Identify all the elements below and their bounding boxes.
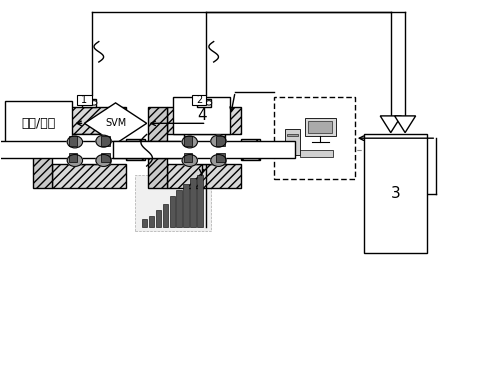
Bar bbox=[135, 175, 211, 231]
Bar bbox=[52, 164, 126, 188]
Bar bbox=[364, 135, 427, 253]
Bar bbox=[197, 99, 211, 107]
Bar bbox=[163, 204, 168, 228]
Text: 4: 4 bbox=[197, 109, 206, 123]
Bar bbox=[167, 164, 241, 188]
Bar bbox=[305, 118, 336, 137]
Bar bbox=[101, 153, 109, 162]
Bar bbox=[216, 153, 225, 162]
Bar bbox=[0, 141, 180, 158]
Bar bbox=[197, 175, 203, 228]
Bar bbox=[126, 139, 145, 160]
Bar bbox=[167, 107, 241, 135]
Bar bbox=[156, 210, 161, 228]
Circle shape bbox=[211, 154, 226, 166]
Circle shape bbox=[67, 154, 83, 166]
Text: 正常/偏斜: 正常/偏斜 bbox=[22, 117, 56, 130]
Bar bbox=[69, 137, 77, 145]
Bar bbox=[177, 190, 182, 228]
Bar bbox=[308, 121, 332, 134]
Bar bbox=[184, 137, 192, 145]
Polygon shape bbox=[84, 103, 147, 144]
Bar bbox=[101, 137, 109, 145]
Circle shape bbox=[96, 135, 111, 147]
Bar bbox=[184, 135, 225, 164]
Circle shape bbox=[182, 136, 197, 148]
Bar bbox=[183, 184, 189, 228]
Bar bbox=[286, 129, 300, 155]
Circle shape bbox=[67, 136, 83, 148]
Bar bbox=[169, 195, 175, 228]
Bar bbox=[216, 137, 225, 145]
Text: 1: 1 bbox=[82, 95, 87, 105]
Bar bbox=[287, 134, 299, 137]
Bar bbox=[190, 178, 196, 228]
Circle shape bbox=[182, 154, 197, 166]
Bar bbox=[77, 95, 92, 105]
Polygon shape bbox=[395, 116, 416, 133]
Bar bbox=[184, 153, 192, 162]
Bar bbox=[148, 107, 167, 188]
Bar bbox=[33, 107, 52, 188]
Bar bbox=[69, 153, 77, 162]
Bar bbox=[52, 107, 126, 135]
Text: SVM: SVM bbox=[105, 118, 126, 128]
Polygon shape bbox=[380, 116, 401, 133]
Text: 2: 2 bbox=[196, 95, 203, 105]
Bar bbox=[149, 216, 154, 228]
Bar bbox=[5, 101, 72, 145]
Circle shape bbox=[96, 154, 111, 166]
Bar bbox=[82, 99, 96, 107]
Circle shape bbox=[91, 101, 97, 105]
Bar bbox=[142, 219, 147, 228]
Circle shape bbox=[211, 135, 226, 147]
Bar bbox=[69, 135, 109, 164]
Text: 3: 3 bbox=[391, 186, 400, 201]
Bar bbox=[173, 97, 230, 135]
Bar bbox=[241, 139, 260, 160]
Bar bbox=[192, 95, 206, 105]
Bar bbox=[300, 150, 333, 157]
Circle shape bbox=[206, 101, 212, 105]
Bar bbox=[274, 97, 355, 179]
Bar bbox=[113, 141, 295, 158]
